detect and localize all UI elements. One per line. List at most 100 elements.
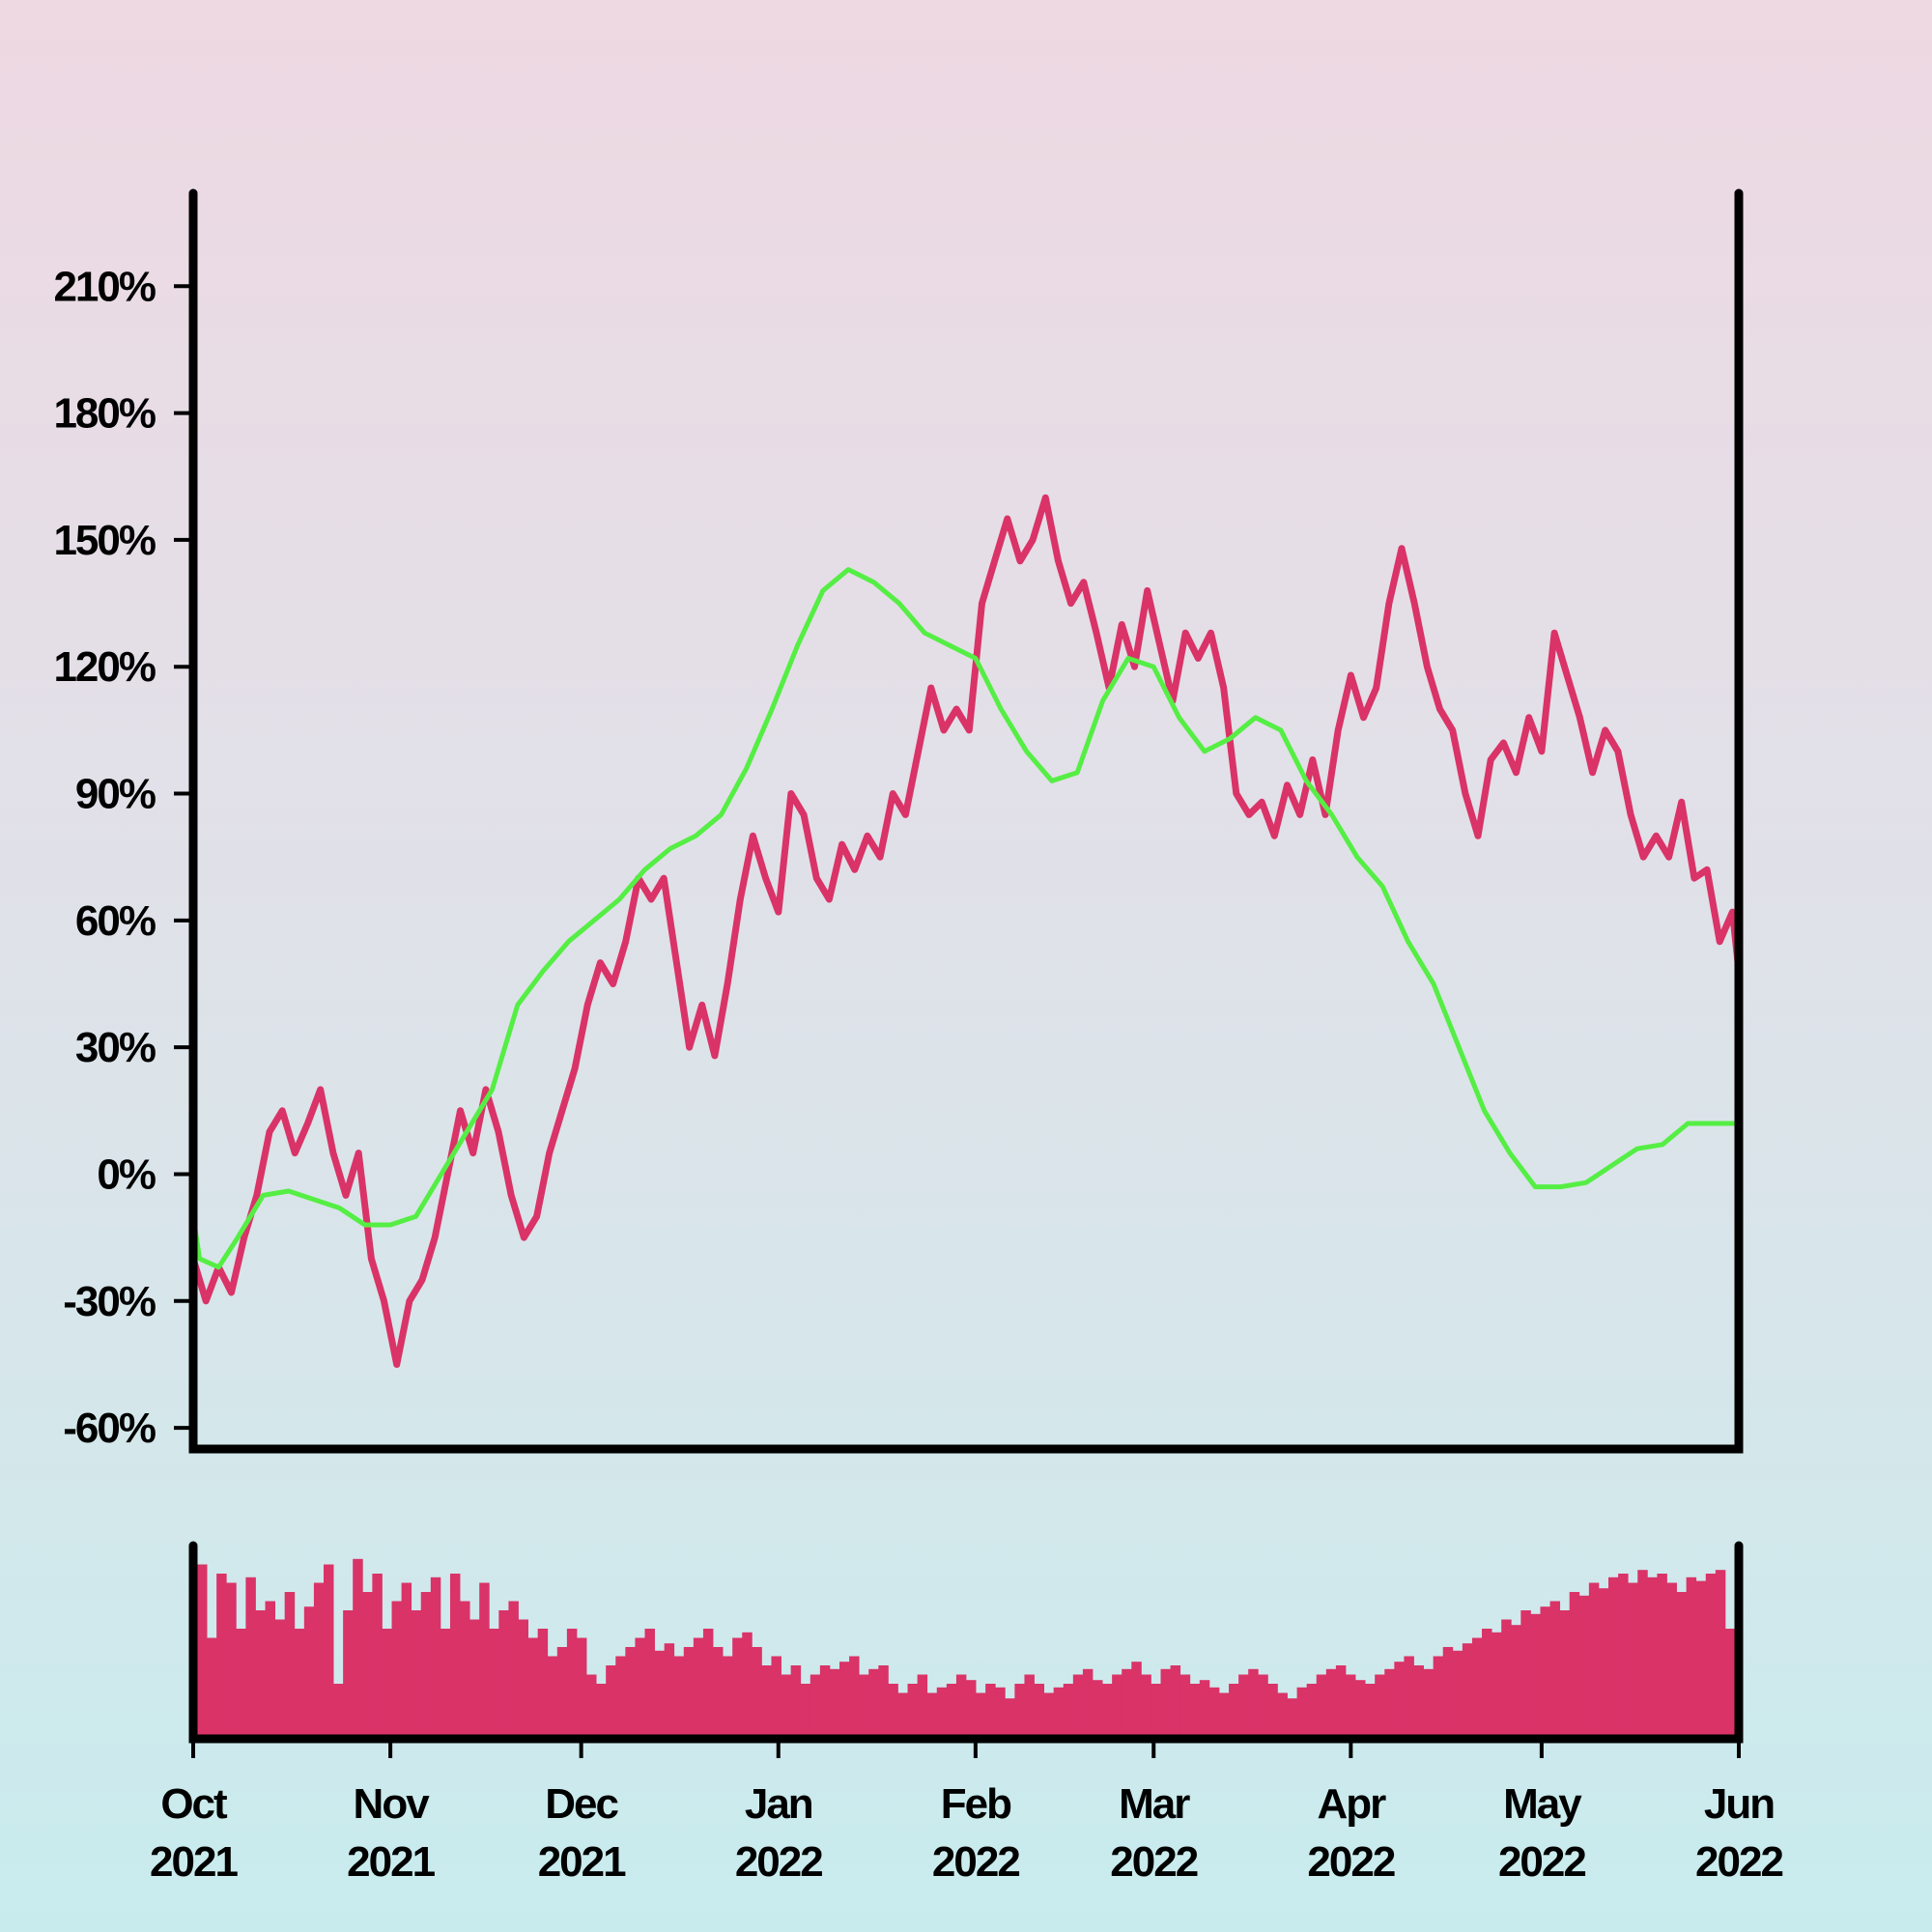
volume-bar <box>732 1637 743 1739</box>
volume-bar <box>508 1601 519 1739</box>
volume-bar <box>878 1665 889 1739</box>
volume-bar <box>693 1637 704 1739</box>
volume-bar <box>1179 1674 1191 1739</box>
volume-bar <box>586 1674 597 1739</box>
y-tick-label: 150% <box>53 517 155 564</box>
x-tick-label-year: 2022 <box>1498 1838 1585 1886</box>
volume-bar <box>566 1629 578 1739</box>
volume-bar <box>391 1601 402 1739</box>
volume-bar <box>810 1674 821 1739</box>
volume-bar <box>1676 1592 1688 1739</box>
volume-bar <box>819 1665 831 1739</box>
volume-bar <box>1482 1629 1492 1739</box>
volume-bar <box>1267 1684 1278 1739</box>
volume-bar <box>625 1647 636 1739</box>
volume-bars-layer <box>197 1558 1736 1739</box>
volume-bar <box>1423 1668 1435 1739</box>
volume-bar <box>1578 1595 1590 1739</box>
volume-bar <box>868 1668 879 1739</box>
volume-bar <box>1442 1647 1454 1739</box>
volume-bar <box>303 1606 315 1739</box>
volume-bar <box>527 1637 539 1739</box>
volume-bar <box>479 1582 490 1739</box>
volume-bar <box>1043 1692 1055 1739</box>
volume-bar <box>1695 1580 1707 1739</box>
volume-bar <box>683 1647 695 1739</box>
volume-bar <box>644 1629 655 1739</box>
y-tick-label: 180% <box>53 390 155 438</box>
volume-bar <box>207 1637 217 1739</box>
x-tick-label-year: 2022 <box>1307 1838 1394 1886</box>
volume-bar <box>255 1610 266 1739</box>
volume-bar <box>1199 1680 1210 1739</box>
volume-bar <box>723 1656 733 1739</box>
volume-bar <box>1287 1698 1297 1739</box>
volume-bar <box>401 1582 412 1739</box>
x-tick-label-month: Jun <box>1704 1780 1774 1828</box>
volume-bar <box>1559 1610 1571 1739</box>
volume-bar <box>313 1582 325 1739</box>
volume-bar <box>936 1687 948 1739</box>
volume-bar <box>907 1684 919 1739</box>
volume-bar <box>236 1629 246 1739</box>
volume-bar <box>839 1662 850 1739</box>
volume-bar <box>1092 1680 1103 1739</box>
moving-average-line <box>190 567 1742 1270</box>
volume-bar <box>556 1647 568 1739</box>
volume-bar <box>985 1684 996 1739</box>
x-axis-ticks: Oct 2021 Nov 2021 Dec 2021 Jan 2022 Feb 2022 Mar 20… <box>150 1739 1784 1886</box>
volume-bar <box>1394 1662 1405 1739</box>
volume-bar <box>1112 1674 1122 1739</box>
x-tick-label-year: 2021 <box>538 1838 626 1886</box>
y-tick-label: 60% <box>75 897 156 945</box>
volume-bar <box>1433 1656 1444 1739</box>
volume-bar <box>1141 1674 1151 1739</box>
volume-bar <box>1248 1668 1259 1739</box>
volume-bar <box>440 1629 451 1739</box>
x-tick-label-month: Oct <box>160 1780 228 1828</box>
x-tick-label-year: 2022 <box>932 1838 1019 1886</box>
volume-bar <box>1657 1574 1667 1739</box>
volume-bar <box>664 1643 675 1739</box>
volume-bar <box>596 1684 607 1739</box>
volume-bar <box>976 1692 986 1739</box>
volume-bar <box>955 1674 967 1739</box>
volume-bar <box>1365 1684 1376 1739</box>
x-tick-label-month: Feb <box>941 1780 1011 1828</box>
volume-bar <box>1277 1692 1288 1739</box>
volume-bar <box>294 1629 305 1739</box>
volume-bar <box>742 1632 753 1739</box>
volume-bar <box>946 1684 957 1739</box>
volume-bar <box>518 1619 528 1739</box>
volume-bar <box>245 1577 256 1739</box>
x-tick-label-month: Dec <box>545 1780 618 1828</box>
volume-bar <box>1628 1582 1638 1739</box>
volume-bar <box>1034 1684 1045 1739</box>
volume-bar <box>888 1684 898 1739</box>
y-tick-label: 120% <box>53 643 155 691</box>
x-tick-label-month: May <box>1503 1780 1582 1828</box>
volume-bar <box>362 1592 373 1739</box>
y-tick-label: 90% <box>75 771 156 818</box>
volume-bar <box>1355 1680 1366 1739</box>
volume-bar <box>1647 1577 1658 1739</box>
volume-bar <box>1014 1684 1025 1739</box>
volume-bar <box>1598 1588 1609 1739</box>
volume-bar <box>673 1656 685 1739</box>
volume-bar <box>274 1619 286 1739</box>
volume-bar <box>382 1629 392 1739</box>
volume-bar <box>1151 1684 1161 1739</box>
volume-bar <box>1170 1665 1181 1739</box>
volume-bar <box>1072 1674 1084 1739</box>
y-tick-label: -60% <box>63 1405 156 1452</box>
axes-layer <box>188 188 1744 1744</box>
volume-bar <box>1520 1610 1531 1739</box>
volume-bar <box>1384 1668 1395 1739</box>
volume-bar <box>576 1637 587 1739</box>
volume-bar <box>1618 1574 1629 1739</box>
volume-bar <box>1131 1662 1142 1739</box>
volume-bar <box>1462 1643 1473 1739</box>
volume-bar <box>800 1684 811 1739</box>
volume-bar <box>1686 1577 1697 1739</box>
volume-bar <box>897 1692 908 1739</box>
